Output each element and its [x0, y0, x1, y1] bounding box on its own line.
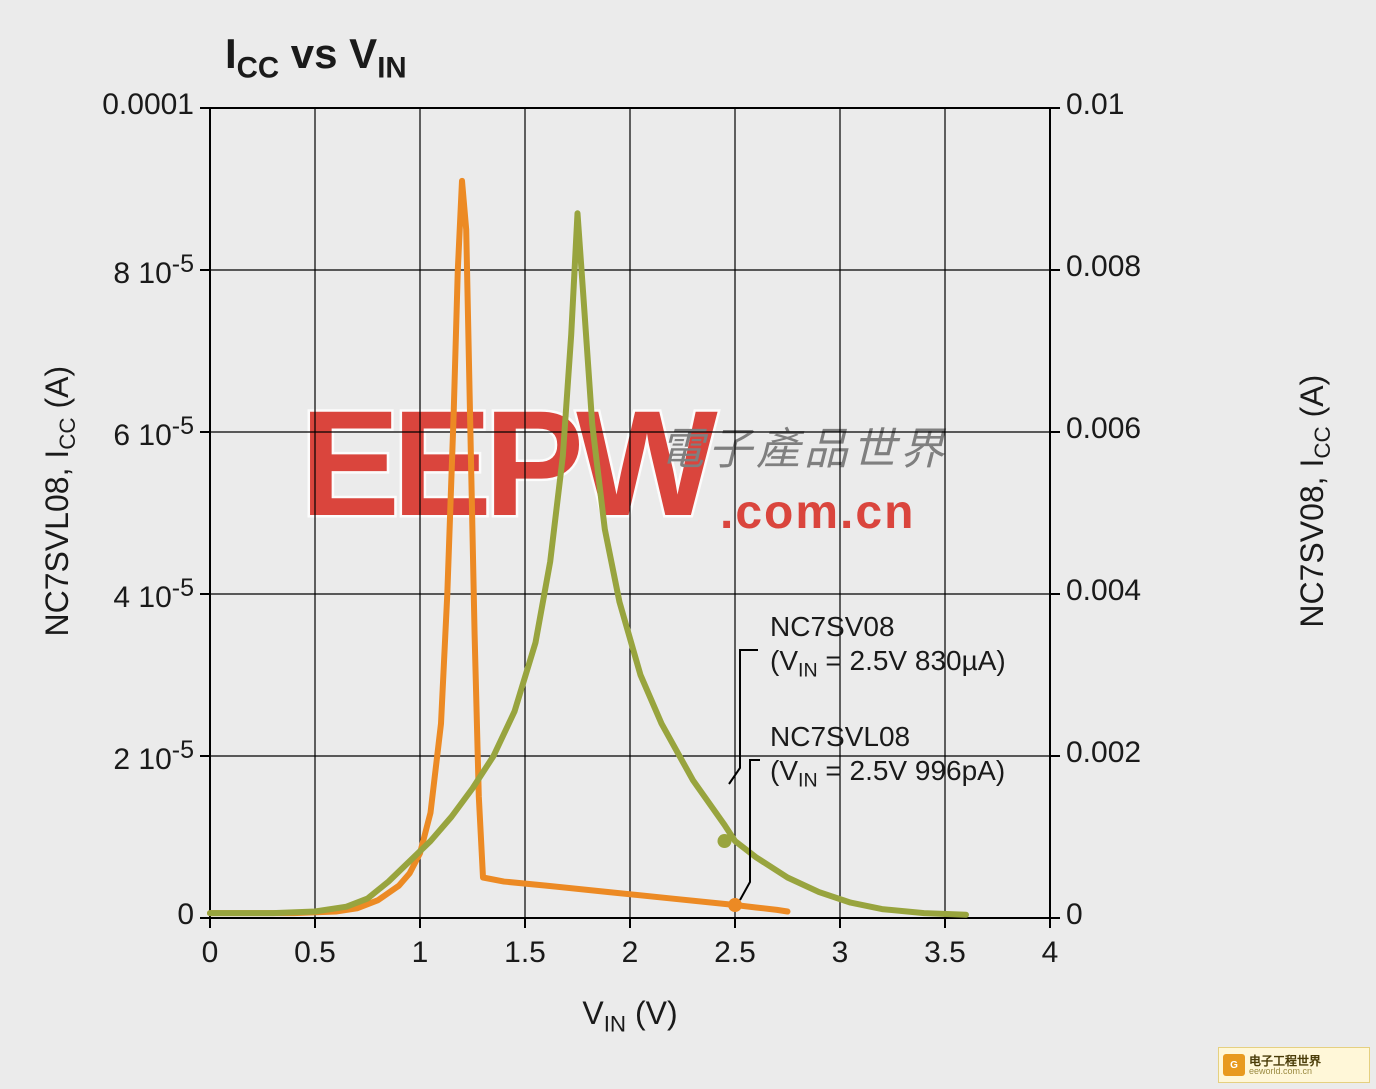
x-tick: 2 [590, 936, 670, 970]
y-left-tick: 0 [54, 898, 194, 932]
corner-badge-line1: 电子工程世界 [1249, 1055, 1321, 1067]
y-right-tick: 0 [1066, 898, 1186, 932]
y-left-tick: 6 10-5 [54, 412, 194, 453]
y-right-tick: 0.01 [1066, 88, 1186, 122]
x-tick: 3.5 [905, 936, 985, 970]
x-tick: 4 [1010, 936, 1090, 970]
chart-annotation: NC7SVL08(VIN = 2.5V 996pA) [770, 720, 1005, 793]
x-tick: 1 [380, 936, 460, 970]
x-tick: 0.5 [275, 936, 355, 970]
y-right-tick: 0.004 [1066, 574, 1186, 608]
corner-badge: G 电子工程世界 eeworld.com.cn [1218, 1047, 1370, 1083]
x-tick: 2.5 [695, 936, 775, 970]
corner-badge-line2: eeworld.com.cn [1249, 1067, 1321, 1076]
y-right-tick: 0.008 [1066, 250, 1186, 284]
y-right-axis-label: NC7SV08, ICC (A) [1294, 351, 1336, 651]
x-tick: 1.5 [485, 936, 565, 970]
x-axis-label: VIN (V) [530, 995, 730, 1037]
y-left-tick: 4 10-5 [54, 574, 194, 615]
corner-badge-icon: G [1223, 1054, 1245, 1076]
y-right-tick: 0.002 [1066, 736, 1186, 770]
y-left-tick: 8 10-5 [54, 250, 194, 291]
y-right-tick: 0.006 [1066, 412, 1186, 446]
x-tick: 3 [800, 936, 880, 970]
svg-text:.com.cn: .com.cn [720, 486, 915, 539]
chart-annotation: NC7SV08(VIN = 2.5V 830µA) [770, 610, 1006, 683]
x-tick: 0 [170, 936, 250, 970]
y-left-tick: 2 10-5 [54, 736, 194, 777]
svg-text:EEPW: EEPW [300, 379, 718, 547]
y-left-tick: 0.0001 [54, 88, 194, 122]
